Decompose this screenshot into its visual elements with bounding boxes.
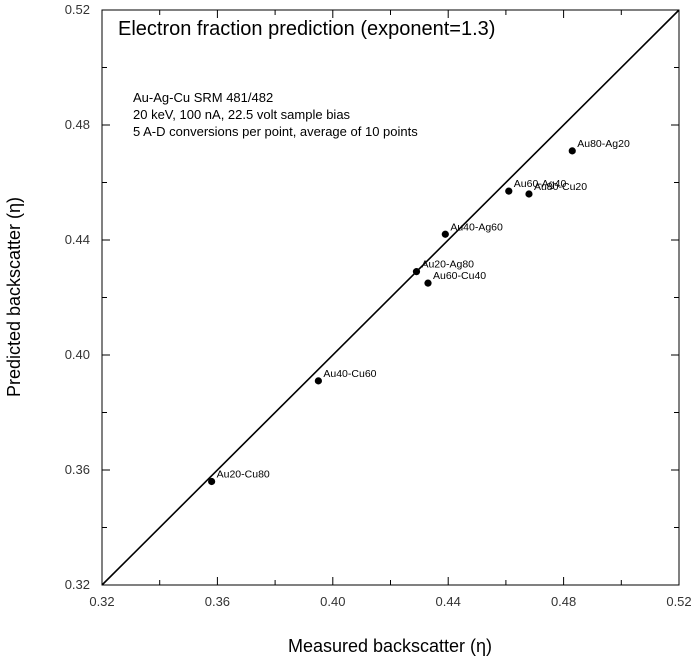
annotation-line-1: Au-Ag-Cu SRM 481/482: [133, 90, 273, 105]
data-point: [208, 477, 216, 486]
y-tick-label: 0.32: [65, 577, 90, 592]
x-tick-label: 0.32: [89, 594, 114, 609]
annotation-line-3: 5 A-D conversions per point, average of …: [133, 124, 418, 139]
data-point-label: Au40-Ag60: [450, 221, 503, 233]
x-tick-labels: 0.32 0.36 0.40 0.44 0.48 0.52: [89, 594, 691, 609]
y-tick-label: 0.36: [65, 462, 90, 477]
y-tick-label: 0.48: [65, 117, 90, 132]
data-point-label: Au80-Cu20: [534, 181, 587, 193]
data-point-label: Au20-Cu80: [217, 469, 270, 481]
chart-title: Electron fraction prediction (exponent=1…: [118, 18, 495, 40]
data-point: [505, 187, 513, 195]
data-point: [412, 268, 421, 276]
data-point: [568, 147, 576, 155]
annotation-line-2: 20 keV, 100 nA, 22.5 volt sample bias: [133, 107, 351, 122]
y-tick-label: 0.52: [65, 2, 90, 17]
x-tick-label: 0.44: [436, 594, 461, 609]
data-point: [525, 190, 533, 198]
y-tick-label: 0.44: [65, 232, 90, 247]
data-point-label: Au60-Cu40: [433, 270, 486, 282]
x-tick-label: 0.40: [320, 594, 345, 609]
data-point-label: Au40-Cu60: [323, 368, 376, 380]
x-tick-label: 0.48: [551, 594, 576, 609]
data-point: [441, 230, 449, 238]
x-tick-label: 0.36: [205, 594, 230, 609]
data-point: [314, 377, 322, 385]
axis-ticks: [101, 9, 680, 586]
x-axis-title: Measured backscatter (η): [288, 636, 492, 656]
y-axis-title: Predicted backscatter (η): [4, 197, 24, 397]
data-point-label: Au20-Ag80: [421, 259, 474, 271]
identity-reference-line: [101, 9, 680, 586]
data-point-label: Au60-Ag40: [514, 178, 567, 190]
y-tick-label: 0.40: [65, 347, 90, 362]
x-tick-label: 0.52: [666, 594, 691, 609]
data-point-label: Au80-Ag20: [577, 138, 630, 150]
y-tick-labels: 0.32 0.36 0.40 0.44 0.48 0.52: [65, 2, 90, 592]
data-point: [424, 279, 432, 287]
